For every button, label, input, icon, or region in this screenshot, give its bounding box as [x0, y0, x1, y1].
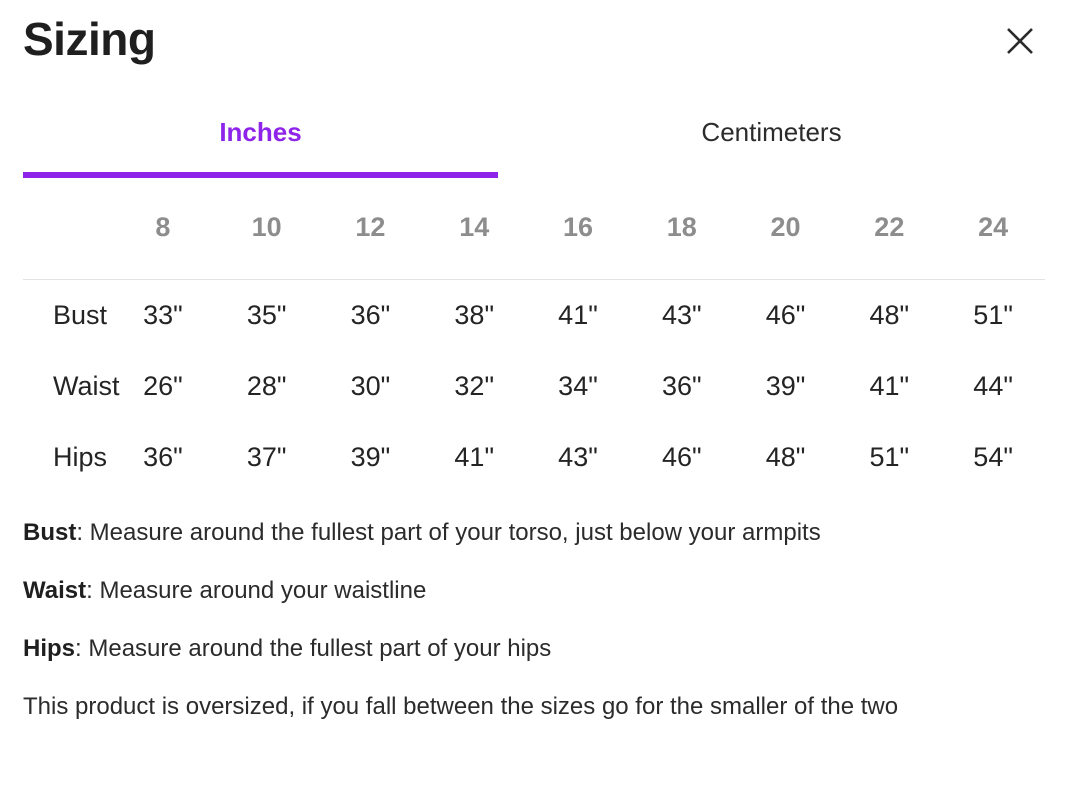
measurement-notes: Bust: Measure around the fullest part of… — [23, 511, 1045, 728]
size-cell: 51" — [869, 441, 910, 472]
measurement-note-bust: Bust: Measure around the fullest part of… — [23, 511, 1045, 554]
size-cell: 43" — [558, 441, 598, 472]
size-cell: 33" — [143, 299, 183, 330]
size-cell: 48" — [765, 441, 806, 472]
size-column-header: 10 — [251, 211, 282, 242]
size-column-header: 12 — [355, 211, 386, 242]
size-cell: 39" — [765, 370, 806, 401]
note-text: : Measure around the fullest part of you… — [75, 634, 552, 662]
size-cell: 34" — [558, 370, 598, 401]
size-table-header-row: 8 10 12 14 16 18 20 22 24 — [23, 178, 1045, 280]
size-column-header: 16 — [562, 211, 594, 242]
row-label: Waist — [53, 370, 120, 401]
note-text: : Measure around the fullest part of you… — [76, 518, 821, 546]
size-column-header: 20 — [770, 211, 801, 242]
size-column-header: 22 — [874, 211, 905, 242]
note-term: Waist — [23, 576, 87, 604]
size-cell: 36" — [143, 441, 183, 472]
table-row-hips: Hips 36" 37" 39" 41" 43" 46" 48" 51" 54" — [23, 422, 1045, 493]
size-cell: 39" — [350, 441, 391, 472]
size-cell: 54" — [973, 441, 1013, 472]
unit-tabs: Inches Centimeters — [23, 117, 1045, 178]
note-text: : Measure around your waistline — [86, 576, 427, 604]
size-cell: 38" — [454, 299, 495, 330]
close-icon — [1007, 28, 1033, 54]
measurement-note-hips: Hips: Measure around the fullest part of… — [23, 627, 1045, 670]
size-cell: 28" — [246, 370, 287, 401]
size-column-header: 18 — [666, 211, 697, 242]
size-cell: 51" — [973, 299, 1013, 330]
size-cell: 41" — [869, 370, 910, 401]
tab-inches[interactable]: Inches — [23, 117, 498, 178]
size-cell: 37" — [246, 441, 287, 472]
size-cell: 48" — [869, 299, 910, 330]
row-label: Bust — [53, 299, 108, 330]
table-row-bust: Bust 33" 35" 36" 38" 41" 43" 46" 48" 51" — [23, 280, 1045, 351]
size-column-header: 8 — [155, 211, 171, 242]
size-cell: 41" — [454, 441, 495, 472]
size-cell: 41" — [558, 299, 598, 330]
size-column-header: 14 — [459, 211, 490, 242]
size-cell: 35" — [246, 299, 287, 330]
size-cell: 44" — [973, 370, 1013, 401]
size-cell: 36" — [350, 299, 391, 330]
size-cell: 30" — [350, 370, 391, 401]
modal-header: Sizing — [23, 14, 1045, 65]
close-button[interactable] — [1001, 22, 1039, 60]
size-cell: 36" — [661, 370, 702, 401]
modal-title: Sizing — [23, 13, 156, 65]
size-column-header: 24 — [978, 211, 1009, 242]
note-term: Bust — [23, 518, 77, 546]
row-label: Hips — [53, 441, 108, 472]
size-cell: 32" — [454, 370, 495, 401]
measurement-note-waist: Waist: Measure around your waistline — [23, 569, 1045, 612]
size-cell: 43" — [661, 299, 702, 330]
size-table: 8 10 12 14 16 18 20 22 24 Bust 33" 35" 3… — [23, 178, 1045, 493]
size-cell: 26" — [143, 370, 183, 401]
tab-centimeters[interactable]: Centimeters — [701, 116, 842, 147]
size-cell: 46" — [765, 299, 806, 330]
note-text: This product is oversized, if you fall b… — [23, 692, 899, 720]
oversized-note: This product is oversized, if you fall b… — [23, 685, 1045, 728]
table-row-waist: Waist 26" 28" 30" 32" 34" 36" 39" 41" 44… — [23, 351, 1045, 422]
size-cell: 46" — [661, 441, 702, 472]
note-term: Hips — [23, 634, 76, 662]
